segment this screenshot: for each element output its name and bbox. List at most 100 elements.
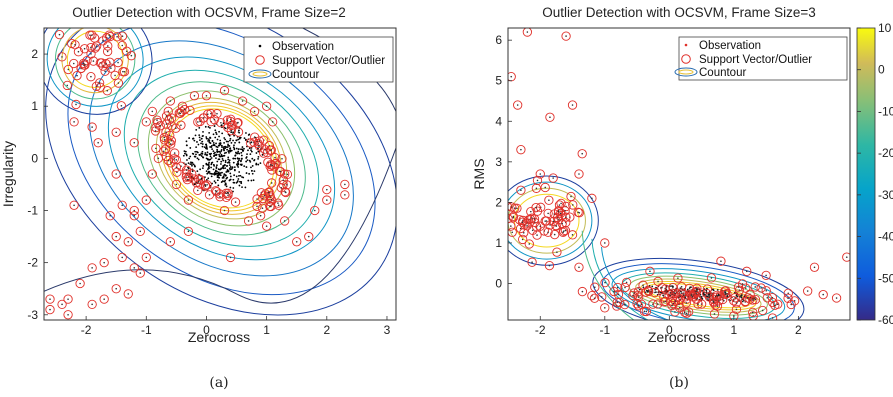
observation-point: [238, 175, 240, 177]
support-vector-point: [621, 277, 632, 288]
x-tick-label: 1: [263, 323, 270, 337]
support-vector-center: [672, 286, 674, 289]
support-vector-center: [199, 120, 201, 123]
observation-point: [250, 150, 253, 153]
support-vector-center: [565, 216, 567, 218]
observation-point: [736, 295, 739, 298]
support-vector-center: [657, 280, 659, 283]
support-vector-center: [680, 292, 683, 294]
observation-point: [225, 165, 228, 167]
support-vector-center: [227, 194, 229, 197]
support-vector-center: [281, 157, 283, 160]
support-vector-point: [529, 214, 540, 224]
observation-point: [210, 163, 213, 166]
observation-point: [220, 144, 223, 147]
support-vector-center: [718, 300, 720, 302]
support-vector-point: [129, 263, 139, 273]
support-vector-center: [571, 104, 574, 106]
x-tick-label: -1: [599, 323, 610, 337]
support-vector-center: [133, 209, 136, 212]
support-vector-point: [292, 237, 302, 247]
contour-line: [61, 28, 129, 94]
support-vector-center: [156, 119, 158, 121]
observation-point: [214, 154, 216, 157]
observation-point: [242, 176, 245, 179]
legend-sv-a: Support Vector/Outlier: [272, 55, 385, 67]
colorbar: [856, 27, 876, 321]
x-tick-label: 2: [795, 323, 802, 337]
observation-point: [237, 166, 240, 168]
support-vector-center: [216, 112, 218, 115]
legend-observation-b: Observation: [699, 40, 761, 52]
support-vector-point: [111, 231, 121, 242]
y-tick-label: 4: [495, 114, 502, 128]
support-vector-point: [113, 78, 124, 88]
support-vector-center: [603, 307, 606, 309]
observation-point: [214, 169, 217, 172]
support-vector-center: [133, 141, 136, 144]
support-vector-center: [247, 220, 250, 222]
support-vector-point: [189, 91, 200, 101]
observation-point: [226, 170, 229, 173]
observation-point: [235, 139, 238, 142]
support-vector-center: [649, 270, 651, 273]
support-vector-point: [568, 200, 578, 210]
observation-point: [642, 286, 645, 289]
support-vector-center: [613, 290, 615, 293]
support-vector-center: [552, 177, 554, 179]
support-vector-point: [553, 206, 564, 217]
support-vector-center: [173, 152, 176, 154]
support-vector-center: [720, 260, 722, 262]
observation-point: [223, 149, 225, 152]
observation-point: [219, 152, 222, 154]
support-vector-center: [170, 139, 173, 142]
support-vector-center: [90, 46, 92, 49]
observation-point: [195, 153, 197, 156]
observation-point: [237, 178, 240, 180]
title-b: Outlier Detection with OCSVM, Frame Size…: [542, 5, 815, 20]
observation-point: [216, 138, 219, 141]
observation-point: [220, 167, 223, 170]
support-vector-center: [600, 296, 603, 298]
support-vector-center: [61, 56, 63, 58]
support-vector-center: [732, 299, 735, 302]
support-vector-point: [789, 296, 800, 306]
observation-point: [229, 175, 232, 178]
observation-point: [229, 186, 232, 189]
observation-point: [229, 137, 232, 140]
observation-point: [224, 147, 226, 150]
y-tick-label: 0: [31, 151, 38, 165]
support-vector-point: [783, 293, 793, 303]
caption-b: (b): [669, 375, 689, 391]
support-vector-point: [680, 307, 690, 317]
support-vector-center: [558, 204, 561, 206]
support-vector-center: [521, 238, 524, 241]
support-vector-point: [517, 217, 528, 227]
observation-point: [195, 150, 198, 153]
observation-point: [201, 140, 204, 143]
support-vector-center: [163, 136, 166, 139]
support-vector-point: [761, 270, 771, 281]
support-vector-point: [102, 46, 113, 57]
observation-point: [204, 152, 207, 154]
support-vector-point: [111, 169, 121, 179]
support-vector-point: [516, 145, 526, 155]
support-vector-point: [185, 105, 195, 115]
support-vector-point: [75, 278, 85, 289]
support-vector-center: [510, 206, 513, 208]
support-vector-center: [229, 256, 232, 259]
observation-point: [198, 136, 201, 139]
support-vector-center: [175, 127, 177, 129]
support-vector-center: [269, 164, 272, 166]
support-vector-point: [91, 81, 102, 91]
observation-point: [192, 163, 195, 166]
observation-point: [210, 162, 213, 164]
observation-point: [224, 138, 227, 141]
support-vector-point: [99, 257, 109, 268]
observation-point: [718, 294, 720, 296]
observation-point: [225, 140, 228, 143]
support-vector-center: [115, 287, 118, 290]
support-vector-center: [536, 234, 538, 236]
observation-point: [216, 150, 219, 153]
observation-point: [227, 158, 230, 161]
